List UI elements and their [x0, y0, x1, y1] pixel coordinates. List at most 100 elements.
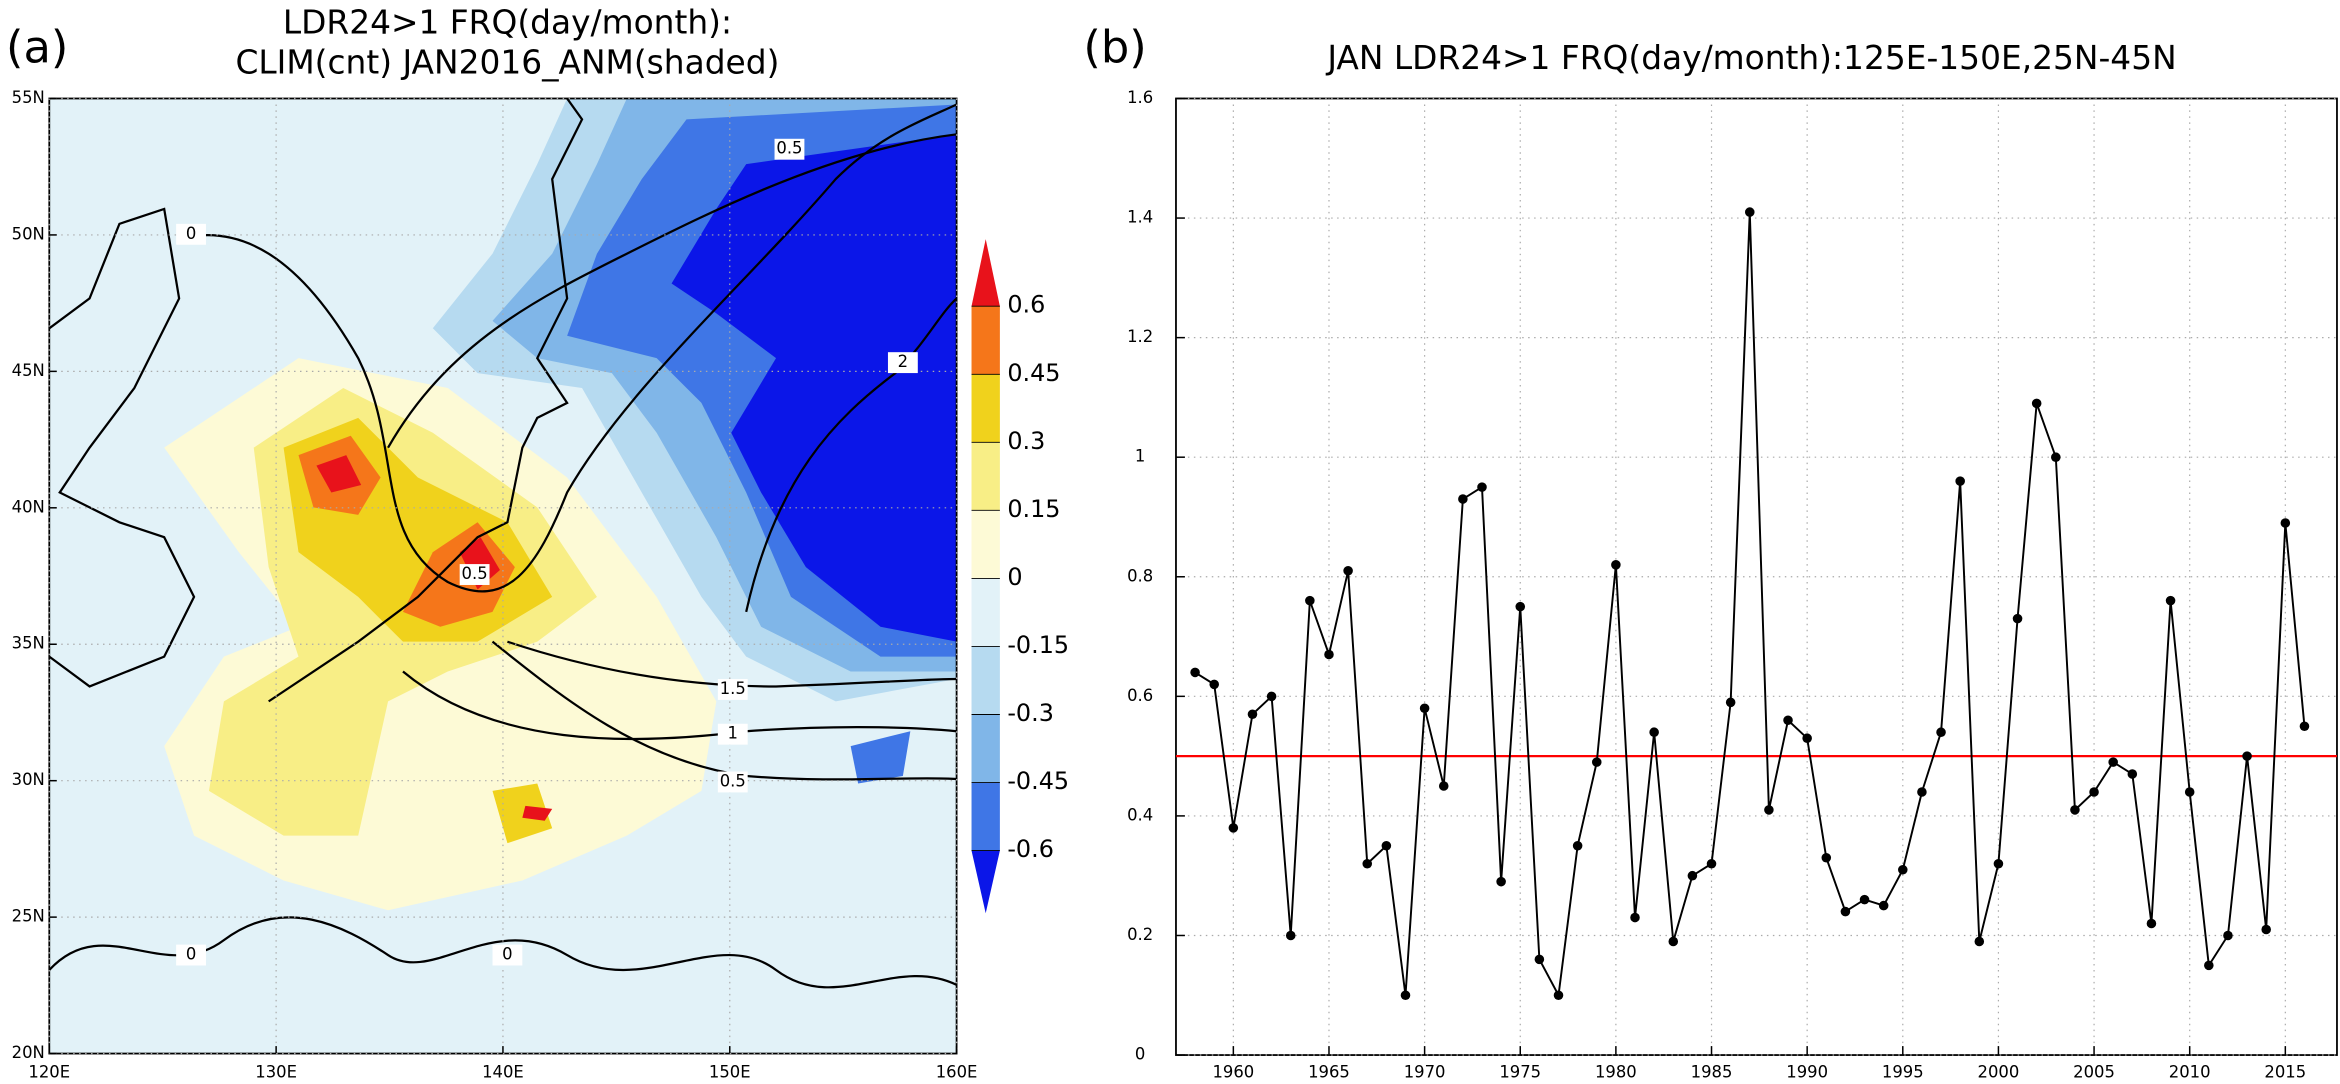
contour-label: 2 [898, 352, 908, 371]
y-tick-label: 1.2 [1127, 327, 1153, 346]
panel-label: (a) [6, 21, 68, 74]
x-tick-label: 1995 [1882, 1062, 1924, 1081]
contour-label-bg [887, 352, 918, 374]
y-tick-label: 50N [12, 224, 45, 243]
data-point [2070, 805, 2080, 815]
data-point [1878, 900, 1889, 911]
data-point [2012, 613, 2023, 624]
contour-label-bg [492, 944, 523, 966]
data-point [1419, 703, 1430, 714]
x-tick-label: 1980 [1595, 1062, 1637, 1081]
data-point [1974, 936, 1985, 947]
colorbar-cell [971, 306, 1000, 375]
x-tick-label: 1975 [1499, 1062, 1541, 1081]
colorbar-cell [971, 714, 1000, 783]
data-point [1285, 930, 1296, 941]
data-point [1783, 715, 1793, 726]
y-tick-label: 0.4 [1127, 805, 1153, 824]
y-tick-label: 40N [12, 497, 45, 516]
contour-label: 1.5 [720, 679, 746, 698]
data-point [1821, 852, 1832, 863]
data-point [1190, 667, 1200, 678]
colorbar-label: -0.45 [1007, 767, 1069, 795]
data-point [1305, 595, 1315, 606]
data-point [1955, 476, 1965, 486]
contour-label: 0.5 [776, 139, 802, 158]
data-point [1936, 727, 1946, 737]
contour-label: 0 [186, 224, 196, 243]
data-point [2242, 751, 2252, 761]
y-tick-label: 35N [12, 634, 45, 653]
contour-label: 0.5 [462, 564, 488, 583]
data-point [1917, 787, 1927, 797]
data-point [1496, 876, 1506, 887]
y-tick-label: 30N [12, 770, 45, 789]
data-point [2280, 518, 2291, 528]
data-point [2146, 918, 2157, 929]
data-point [1611, 560, 1621, 570]
x-tick-label: 150E [709, 1062, 751, 1081]
data-point [1687, 870, 1698, 881]
colorbar-cell [971, 782, 1000, 851]
y-tick-label: 1 [1135, 447, 1145, 466]
data-point [1228, 823, 1239, 833]
data-point [1859, 894, 1870, 905]
data-point [1266, 691, 1277, 702]
x-tick-label: 2000 [1978, 1062, 2020, 1081]
data-point [2108, 757, 2118, 767]
colorbar-cell [971, 442, 1000, 511]
colorbar-cell [971, 510, 1000, 579]
data-point [1343, 566, 1353, 576]
data-point [2031, 398, 2042, 409]
data-point [1400, 990, 1411, 1001]
data-point [1553, 990, 1564, 1001]
data-point [1649, 727, 1659, 737]
contour-label: 0 [186, 945, 196, 964]
y-tick-label: 0 [1135, 1045, 1145, 1064]
colorbar-cell [971, 239, 1000, 307]
colorbar-label: -0.6 [1007, 835, 1054, 863]
data-point [2223, 930, 2233, 941]
data-point [1993, 858, 2004, 869]
x-tick-label: 120E [28, 1062, 70, 1081]
colorbar-label: 0 [1007, 563, 1022, 591]
x-tick-label: 2005 [2073, 1062, 2115, 1081]
y-tick-label: 55N [12, 88, 45, 107]
y-tick-label: 20N [12, 1043, 45, 1062]
x-tick-label: 130E [255, 1062, 297, 1081]
y-tick-label: 1.6 [1127, 88, 1153, 107]
data-point [1572, 841, 1583, 851]
series-line [1194, 212, 2306, 999]
x-tick-label: 1970 [1404, 1062, 1446, 1081]
y-tick-label: 1.4 [1127, 208, 1153, 227]
y-tick-label: 0.2 [1127, 925, 1153, 944]
y-tick-label: 0.8 [1127, 566, 1153, 585]
data-point [1362, 858, 1373, 869]
data-point [1706, 858, 1717, 869]
x-tick-label: 1960 [1212, 1062, 1254, 1081]
contour-label-bg [717, 678, 748, 700]
data-point [2089, 787, 2099, 797]
data-point [1840, 906, 1851, 917]
contour-label: 0.5 [720, 771, 746, 790]
data-point [2299, 721, 2310, 732]
contour-label-bg [176, 944, 206, 966]
map-shading [49, 98, 957, 1054]
data-point [2184, 787, 2195, 797]
data-point [1764, 805, 1774, 815]
data-point [1745, 207, 1755, 217]
data-point [2165, 595, 2176, 606]
y-tick-label: 45N [12, 361, 45, 380]
y-tick-label: 0.6 [1127, 686, 1153, 705]
x-tick-label: 1985 [1691, 1062, 1733, 1081]
colorbar-label: 0.45 [1007, 359, 1060, 387]
contour-label-bg [459, 564, 490, 585]
colorbar-label: -0.15 [1007, 631, 1069, 659]
x-tick-label: 1965 [1308, 1062, 1350, 1081]
contour-label-bg [774, 138, 805, 160]
contour-label-bg [176, 223, 206, 245]
data-point [2051, 452, 2061, 462]
colorbar-cell [971, 646, 1000, 715]
x-tick-label: 2010 [2169, 1062, 2211, 1081]
